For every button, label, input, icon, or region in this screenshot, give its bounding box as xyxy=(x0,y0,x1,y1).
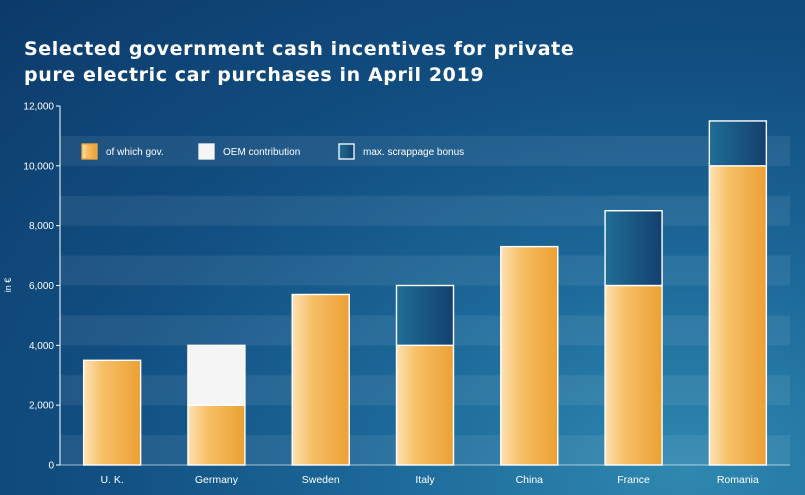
bar-romania xyxy=(708,120,768,466)
bar-scrappage xyxy=(395,284,455,347)
x-tick-label: France xyxy=(617,474,650,486)
y-tick-label: 4,000 xyxy=(29,341,54,352)
legend-swatch xyxy=(81,143,98,160)
y-axis-title: in € xyxy=(3,278,13,293)
y-tick-label: 12,000 xyxy=(23,102,54,113)
bar-gov xyxy=(187,404,246,466)
x-tick-label: China xyxy=(516,474,544,486)
chart-title-line-2: pure electric car purchases in April 201… xyxy=(24,64,485,86)
x-tick-label: Romania xyxy=(717,474,759,486)
bar-scrappage xyxy=(708,120,768,167)
x-tick-label: Sweden xyxy=(302,474,340,486)
bar-scrappage xyxy=(604,210,663,287)
legend: of which gov. OEM contribution max. scrapp… xyxy=(81,143,464,160)
bars xyxy=(82,120,768,466)
y-tick-label: 2,000 xyxy=(29,401,54,412)
legend-swatch xyxy=(338,143,355,160)
x-axis-labels: U. K. Germany Sweden Italy China France Romani… xyxy=(100,474,759,486)
bar-gov xyxy=(82,359,142,466)
chart-title: Selected government cash incentives for … xyxy=(24,36,574,88)
bar-china xyxy=(500,245,559,466)
legend-swatch xyxy=(198,143,215,160)
legend-label: OEM contribution xyxy=(223,147,300,158)
bar-italy xyxy=(395,284,455,466)
y-tick-label: 0 xyxy=(48,461,54,472)
grid-band xyxy=(60,135,790,166)
bar-sweden xyxy=(291,293,350,466)
x-tick-label: Italy xyxy=(415,474,435,486)
chart-title-line-1: Selected government cash incentives for … xyxy=(24,38,575,60)
grid-band xyxy=(60,195,790,226)
y-tick-label: 6,000 xyxy=(29,281,54,292)
bar-france xyxy=(604,210,663,466)
legend-label: of which gov. xyxy=(106,147,164,158)
grid-band xyxy=(60,255,790,286)
bar-gov xyxy=(395,344,455,466)
x-tick-label: U. K. xyxy=(100,474,123,486)
bar-gov xyxy=(291,293,350,466)
bar-germany xyxy=(187,344,246,466)
bar-gov xyxy=(604,284,663,466)
bar-oem xyxy=(187,344,246,406)
bar-u-k xyxy=(82,359,142,466)
y-tick-label: 8,000 xyxy=(29,221,54,232)
bar-gov xyxy=(500,245,559,466)
x-tick-label: Germany xyxy=(195,474,239,486)
bar-gov xyxy=(708,165,768,466)
y-tick-label: 10,000 xyxy=(23,161,54,172)
legend-label: max. scrappage bonus xyxy=(363,147,464,158)
